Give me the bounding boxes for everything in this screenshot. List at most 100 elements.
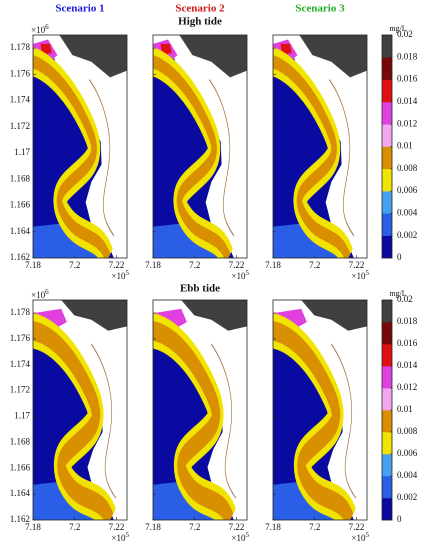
y-tick-label: 1.178 bbox=[10, 307, 31, 317]
colorbar-unit: mg/L bbox=[389, 24, 406, 33]
y-tick-label: 1.174 bbox=[10, 359, 31, 369]
map-panel bbox=[273, 35, 367, 258]
colorbar-segment bbox=[382, 146, 392, 170]
y-tick-label: 1.172 bbox=[10, 385, 30, 395]
colorbar-segment bbox=[382, 454, 392, 477]
colorbar-tick-label: 0.016 bbox=[397, 74, 418, 84]
colorbar-segment bbox=[382, 388, 392, 411]
x-tick-label: 7.2 bbox=[309, 522, 320, 532]
multiplier-base: ×10 bbox=[351, 533, 366, 543]
colorbar-segment bbox=[382, 213, 392, 236]
axes-frame bbox=[32, 299, 128, 521]
colorbar-segment bbox=[382, 35, 392, 58]
colorbar-tick-label: 0.01 bbox=[397, 141, 413, 151]
y-tick-label: 1.176 bbox=[10, 68, 31, 78]
axes-frame bbox=[152, 299, 248, 521]
y-tick-label: 1.168 bbox=[10, 173, 31, 183]
colorbar-segment bbox=[382, 366, 392, 389]
multiplier-power: 6 bbox=[45, 288, 49, 296]
x-tick-label: 7.2 bbox=[69, 522, 80, 532]
axis-multiplier: ×105 bbox=[231, 269, 249, 281]
map-panel bbox=[273, 300, 367, 520]
colorbar-segment bbox=[382, 168, 392, 192]
y-tick-label: 1.174 bbox=[10, 95, 31, 105]
colorbar-segment bbox=[382, 344, 392, 367]
x-tick-label: 7.18 bbox=[265, 260, 281, 270]
colorbar-tick-label: 0.018 bbox=[397, 51, 418, 61]
x-tick-label: 7.22 bbox=[349, 260, 365, 270]
colorbar-segment bbox=[382, 432, 392, 455]
axis-multiplier: ×106 bbox=[31, 288, 49, 300]
colorbar-tick-label: 0.014 bbox=[397, 96, 418, 106]
multiplier-base: ×10 bbox=[231, 271, 246, 281]
x-tick-label: 7.18 bbox=[25, 260, 41, 270]
x-tick-label: 7.18 bbox=[145, 260, 161, 270]
colorbar-segment bbox=[382, 191, 392, 214]
scenario-title: Scenario 3 bbox=[295, 3, 345, 15]
multiplier-base: ×10 bbox=[351, 271, 366, 281]
multiplier-base: ×10 bbox=[31, 25, 46, 35]
axis-multiplier: ×105 bbox=[111, 269, 129, 281]
y-tick-label: 1.176 bbox=[10, 333, 31, 343]
map-panel bbox=[33, 300, 127, 520]
map-panel bbox=[33, 35, 127, 258]
multiplier-power: 6 bbox=[45, 23, 49, 31]
multiplier-power: 5 bbox=[366, 531, 370, 539]
axis-multiplier: ×105 bbox=[351, 269, 369, 281]
colorbar-segment bbox=[382, 322, 392, 345]
colorbar-segment bbox=[382, 57, 392, 80]
x-tick-label: 7.18 bbox=[265, 522, 281, 532]
colorbar-tick-label: 0.012 bbox=[397, 118, 417, 128]
colorbar-segment bbox=[382, 101, 392, 125]
x-tick-label: 7.2 bbox=[189, 522, 200, 532]
colorbar-tick-label: 0.01 bbox=[397, 404, 413, 414]
y-tick-label: 1.164 bbox=[10, 488, 31, 498]
colorbar-tick-label: 0.012 bbox=[397, 382, 417, 392]
x-tick-label: 7.2 bbox=[309, 260, 320, 270]
axes-frame bbox=[272, 299, 368, 521]
x-tick-label: 7.22 bbox=[109, 522, 125, 532]
multiplier-power: 5 bbox=[246, 269, 250, 277]
colorbar-tick-label: 0.018 bbox=[397, 316, 418, 326]
colorbar-tick-label: 0.02 bbox=[397, 294, 413, 304]
multiplier-base: ×10 bbox=[231, 533, 246, 543]
y-tick-label: 1.166 bbox=[10, 200, 31, 210]
multiplier-power: 5 bbox=[246, 531, 250, 539]
x-tick-label: 7.22 bbox=[109, 260, 125, 270]
colorbar-unit: mg/L bbox=[389, 289, 406, 298]
colorbar-tick-label: 0 bbox=[397, 514, 402, 524]
scenario-title: Scenario 2 bbox=[175, 3, 225, 15]
colorbar-tick-label: 0.02 bbox=[397, 29, 413, 39]
y-tick-label: 1.172 bbox=[10, 121, 30, 131]
axis-multiplier: ×105 bbox=[111, 531, 129, 543]
y-tick-label: 1.17 bbox=[14, 411, 30, 421]
y-tick-label: 1.166 bbox=[10, 462, 31, 472]
y-tick-label: 1.162 bbox=[10, 252, 30, 262]
colorbar-tick-label: 0.008 bbox=[397, 163, 418, 173]
multiplier-power: 5 bbox=[126, 531, 130, 539]
x-tick-label: 7.22 bbox=[229, 260, 245, 270]
row-title: Ebb tide bbox=[180, 283, 220, 295]
multiplier-base: ×10 bbox=[31, 290, 46, 300]
x-tick-label: 7.2 bbox=[69, 260, 80, 270]
axes-frame bbox=[272, 34, 368, 259]
axes-frame bbox=[32, 34, 128, 259]
colorbar-segment bbox=[382, 124, 392, 147]
colorbar-tick-label: 0.006 bbox=[397, 448, 418, 458]
y-tick-label: 1.164 bbox=[10, 226, 31, 236]
scenario-title: Scenario 1 bbox=[55, 3, 104, 15]
colorbar-tick-label: 0.002 bbox=[397, 230, 417, 240]
multiplier-power: 5 bbox=[126, 269, 130, 277]
map-panel bbox=[153, 35, 247, 258]
colorbar-segment bbox=[382, 235, 392, 259]
colorbar-segment bbox=[382, 79, 392, 103]
colorbar-tick-label: 0.014 bbox=[397, 360, 418, 370]
colorbar-tick-label: 0.004 bbox=[397, 207, 418, 217]
axis-multiplier: ×105 bbox=[231, 531, 249, 543]
x-tick-label: 7.18 bbox=[25, 522, 41, 532]
map-panel bbox=[153, 300, 247, 520]
multiplier-base: ×10 bbox=[111, 533, 126, 543]
y-tick-label: 1.178 bbox=[10, 42, 31, 52]
axes-frame bbox=[152, 34, 248, 259]
